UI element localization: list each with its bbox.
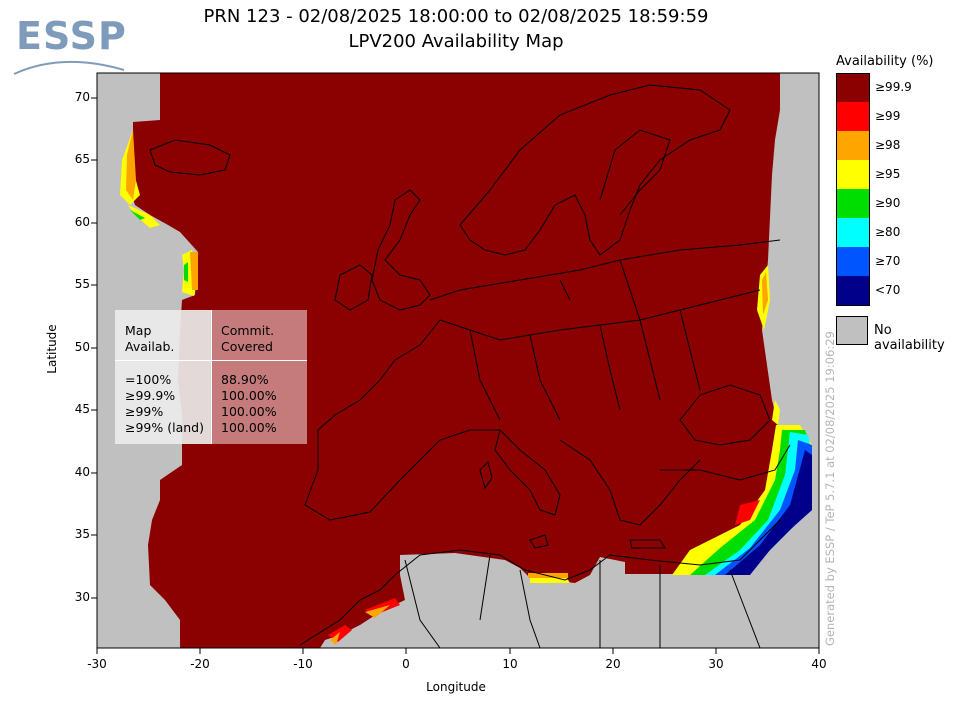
x-tick-label: 10 xyxy=(502,657,518,671)
y-tick-label: 30 xyxy=(74,590,90,604)
legend-label: ≥90 xyxy=(875,196,901,210)
y-tick-label: 35 xyxy=(74,527,90,541)
y-tick-label: 45 xyxy=(74,402,90,416)
map-title-line2: LPV200 Availability Map xyxy=(348,31,564,52)
essp-logo: ESSP xyxy=(12,12,132,82)
x-axis-label: Longitude xyxy=(426,680,486,694)
legend-swatch xyxy=(836,218,870,247)
legend-label: ≥99 xyxy=(875,109,901,123)
x-tick-label: 20 xyxy=(605,657,621,671)
coastline-uk xyxy=(371,189,431,311)
x-tick-label: -30 xyxy=(87,657,107,671)
coverage-degraded-southeast-green xyxy=(690,430,812,575)
coastline-italy xyxy=(494,429,561,516)
x-tick-label: 40 xyxy=(811,657,827,671)
coverage-edge-africa-2 xyxy=(365,605,390,618)
legend-swatch xyxy=(836,247,870,276)
y-tick-label: 55 xyxy=(74,277,90,291)
coverage-edge-west-mid xyxy=(128,205,160,228)
x-tick-label: -10 xyxy=(293,657,313,671)
stats-rows-thresholds: =100% ≥99.9% ≥99% ≥99% (land) xyxy=(125,372,204,435)
coastline-mediterranean-islands xyxy=(479,461,666,549)
coastline-turkey xyxy=(660,444,791,481)
stats-rows-values: 88.90% 100.00% 100.00% 100.00% xyxy=(221,372,277,435)
y-tick-label: 65 xyxy=(74,152,90,166)
plot-frame xyxy=(96,72,820,649)
stats-table-right-bg xyxy=(211,310,307,444)
border-lines xyxy=(439,259,761,421)
y-tick-label: 40 xyxy=(74,465,90,479)
coastline-ireland xyxy=(334,264,373,311)
legend-title: Availability (%) xyxy=(836,54,934,69)
coverage-edge-west-north-orange xyxy=(126,130,136,200)
coverage-degraded-southeast-darkblue xyxy=(725,450,812,575)
coverage-area-high-availability xyxy=(130,73,782,648)
coverage-edge-west-55-green xyxy=(184,262,188,282)
legend-swatch xyxy=(836,131,870,160)
x-tick-label: 30 xyxy=(708,657,724,671)
coastline-north-africa xyxy=(299,519,781,646)
coastline-balkans-greece xyxy=(559,439,701,526)
legend-label: ≥95 xyxy=(875,167,901,181)
legend-label: <70 xyxy=(875,283,901,297)
stats-table-divider xyxy=(211,310,212,444)
coverage-edge-east-45 xyxy=(772,400,780,425)
stats-header-commit-covered: Commit. Covered xyxy=(221,323,275,354)
coverage-edge-se-red xyxy=(735,500,760,525)
map-title-line1: PRN 123 - 02/08/2025 18:00:00 to 02/08/2… xyxy=(203,6,709,27)
coverage-edge-africa-3 xyxy=(330,632,340,645)
legend-swatch xyxy=(836,102,870,131)
stats-header-map-availability: Map Availab. xyxy=(125,323,175,354)
coastline-black-sea xyxy=(679,384,771,446)
y-tick-label: 60 xyxy=(74,215,90,229)
x-tick-label: -20 xyxy=(190,657,210,671)
stats-table-left-bg xyxy=(115,310,211,444)
coastline-france-iberia xyxy=(304,319,500,521)
legend-label-no-availability: No availability xyxy=(874,323,945,353)
essp-logo-text: ESSP xyxy=(16,14,127,58)
legend-label: ≥99.9 xyxy=(875,80,912,94)
x-tick-label: 0 xyxy=(402,657,410,671)
legend-label: ≥98 xyxy=(875,138,901,152)
stats-table: Map Availab. Commit. Covered =100% ≥99.9… xyxy=(115,310,307,444)
generated-watermark: Generated by ESSP / TeP 5.7.1 at 02/08/2… xyxy=(823,331,837,646)
y-tick-label: 50 xyxy=(74,340,90,354)
legend-swatch xyxy=(836,73,870,103)
coastline-scandinavia xyxy=(459,84,731,256)
stats-table-divider xyxy=(115,360,307,361)
coverage-edge-east-55-orange xyxy=(762,272,768,315)
coastlines xyxy=(149,84,791,649)
axis-ticks xyxy=(91,97,820,654)
legend-swatch xyxy=(836,276,870,306)
coverage-edge-west-mid-green xyxy=(130,210,145,220)
coastline-iceland xyxy=(149,139,231,176)
logo-swoosh-icon xyxy=(13,60,125,75)
coverage-edge-west-55-orange xyxy=(190,252,198,290)
legend-swatch xyxy=(836,160,870,189)
legend-label: ≥80 xyxy=(875,225,901,239)
coastline-gulf-bothnia xyxy=(599,129,671,216)
legend-swatch xyxy=(836,189,870,218)
legend-swatch-no-availability xyxy=(836,316,868,345)
legend-label: ≥70 xyxy=(875,254,901,268)
border-africa-lines xyxy=(404,554,761,649)
y-tick-label: 70 xyxy=(74,90,90,104)
coastline-europe-west xyxy=(429,239,781,301)
y-axis-label: Latitude xyxy=(45,324,59,374)
